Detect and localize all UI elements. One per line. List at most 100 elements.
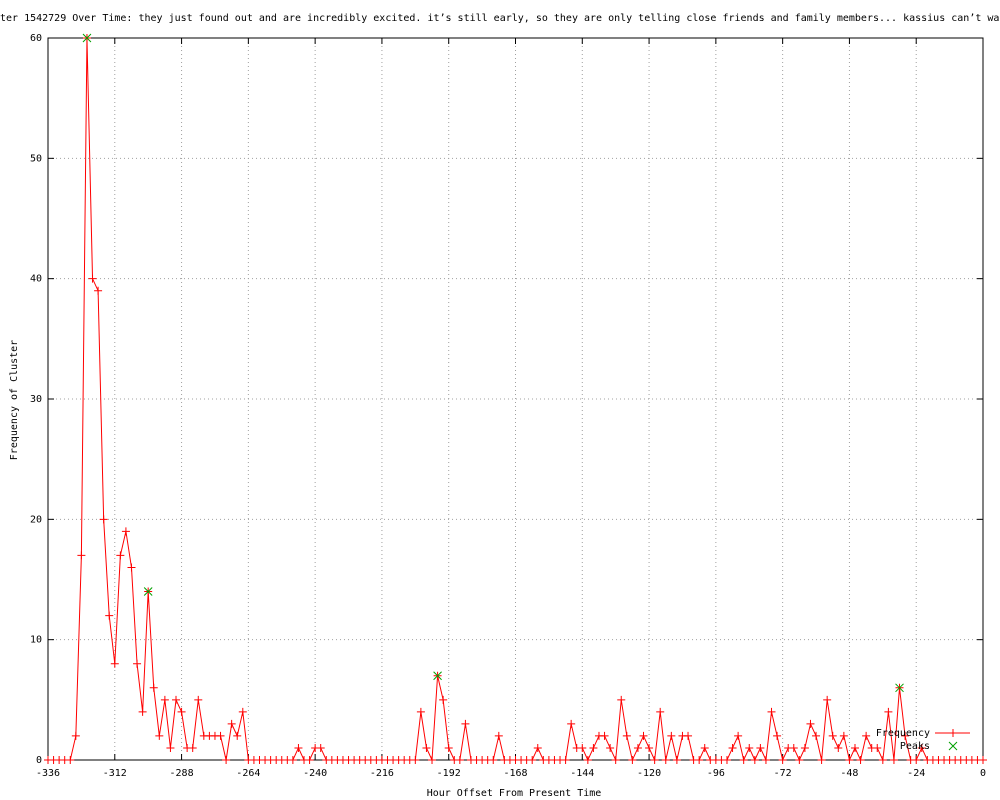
data-point — [656, 707, 665, 716]
data-point — [567, 719, 576, 728]
data-point — [166, 743, 175, 752]
data-point — [817, 756, 826, 764]
y-tick-label: 20 — [30, 514, 42, 525]
data-point — [305, 756, 314, 764]
data-point — [238, 707, 247, 716]
data-point — [617, 695, 626, 704]
data-point — [121, 527, 130, 536]
data-point — [684, 731, 693, 740]
y-tick-label: 60 — [30, 33, 42, 44]
data-point — [661, 756, 670, 764]
data-point — [127, 563, 136, 572]
data-point — [66, 756, 75, 764]
data-point — [912, 756, 921, 764]
data-point — [433, 671, 442, 681]
data-point — [739, 756, 748, 764]
data-point — [650, 756, 659, 764]
data-point — [94, 286, 103, 295]
data-point — [745, 743, 754, 752]
data-point — [589, 743, 598, 752]
x-tick-label: -120 — [637, 768, 661, 779]
data-point — [633, 743, 642, 752]
x-axis-label: Hour Offset From Present Time — [427, 788, 602, 799]
data-point — [901, 731, 910, 740]
data-point — [455, 756, 464, 764]
data-point — [133, 659, 142, 668]
data-point — [800, 743, 809, 752]
data-point — [845, 756, 854, 764]
data-point — [172, 695, 181, 704]
x-tick-label: -216 — [370, 768, 394, 779]
x-tick-label: -240 — [303, 768, 327, 779]
data-point — [778, 756, 787, 764]
data-point — [583, 756, 592, 764]
data-point — [856, 756, 865, 764]
y-axis-label: Frequency of Cluster — [9, 340, 20, 460]
data-point — [878, 756, 887, 764]
data-point — [88, 274, 97, 283]
data-point — [188, 743, 197, 752]
data-point — [667, 731, 676, 740]
data-point — [494, 731, 503, 740]
legend-marker — [949, 729, 957, 737]
y-tick-label: 10 — [30, 635, 42, 646]
data-point — [233, 731, 242, 740]
x-tick-label: -96 — [707, 768, 725, 779]
x-tick-label: 0 — [980, 768, 986, 779]
data-point — [439, 695, 448, 704]
data-point — [222, 756, 231, 764]
data-point — [411, 756, 420, 764]
data-point — [895, 683, 904, 693]
data-point — [728, 743, 737, 752]
data-point — [789, 743, 798, 752]
data-point — [422, 743, 431, 752]
chart-title: ter 1542729 Over Time: they just found o… — [0, 13, 1000, 24]
legend-label: Frequency — [876, 728, 930, 739]
data-point — [149, 683, 158, 692]
data-point — [99, 515, 108, 524]
data-point — [600, 731, 609, 740]
data-point — [177, 707, 186, 716]
data-point — [611, 756, 620, 764]
data-point — [672, 756, 681, 764]
legend-label: Peaks — [900, 741, 930, 752]
data-point — [194, 695, 203, 704]
data-point — [828, 731, 837, 740]
data-point — [889, 756, 898, 764]
data-point — [489, 756, 498, 764]
x-tick-label: -288 — [170, 768, 194, 779]
data-point — [110, 659, 119, 668]
data-point — [561, 756, 570, 764]
data-point — [862, 731, 871, 740]
data-point — [850, 743, 859, 752]
data-point — [444, 743, 453, 752]
data-point — [700, 743, 709, 752]
data-point — [533, 743, 542, 752]
data-point — [767, 707, 776, 716]
data-point — [216, 731, 225, 740]
data-point — [756, 743, 765, 752]
x-tick-label: -72 — [774, 768, 792, 779]
data-point — [812, 731, 821, 740]
y-tick-label: 50 — [30, 153, 42, 164]
data-point — [528, 756, 537, 764]
data-point — [884, 707, 893, 716]
y-tick-label: 40 — [30, 274, 42, 285]
data-point — [917, 743, 926, 752]
data-point — [155, 731, 164, 740]
data-point — [761, 756, 770, 764]
data-point — [105, 611, 114, 620]
x-tick-label: -192 — [437, 768, 461, 779]
data-point — [428, 756, 437, 764]
data-point — [628, 756, 637, 764]
legend-marker — [948, 741, 958, 751]
data-point — [795, 756, 804, 764]
y-tick-label: 30 — [30, 394, 42, 405]
data-point — [82, 33, 92, 43]
y-tick-label: 0 — [36, 755, 42, 766]
data-point — [227, 719, 236, 728]
data-point — [979, 756, 987, 764]
data-point — [71, 731, 80, 740]
